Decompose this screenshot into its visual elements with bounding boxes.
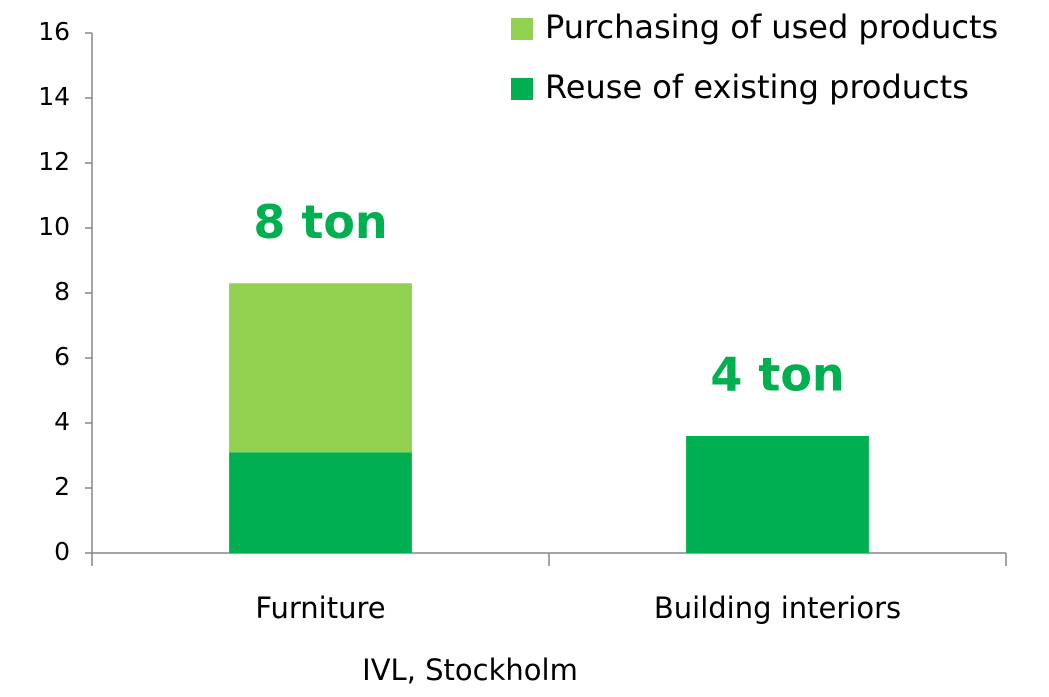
bar-segment xyxy=(686,436,869,553)
y-tick-label: 4 xyxy=(54,407,70,436)
y-tick-label: 6 xyxy=(54,342,70,371)
category-label: Furniture xyxy=(255,591,385,625)
category-label: Building interiors xyxy=(654,591,901,625)
y-tick-label: 0 xyxy=(54,537,70,566)
y-tick-label: 16 xyxy=(38,17,70,46)
x-axis-label: IVL, Stockholm xyxy=(362,653,578,687)
legend-swatch xyxy=(511,18,533,40)
legend-label: Purchasing of used products xyxy=(545,8,998,46)
y-tick-label: 14 xyxy=(38,82,70,111)
y-tick-label: 10 xyxy=(38,212,70,241)
annotation: 8 ton xyxy=(253,195,387,249)
y-tick-label: 2 xyxy=(54,472,70,501)
y-tick-label: 8 xyxy=(54,277,70,306)
annotation: 4 ton xyxy=(710,348,844,402)
y-tick-label: 12 xyxy=(38,147,70,176)
legend-swatch xyxy=(511,78,533,100)
legend-label: Reuse of existing products xyxy=(545,68,969,106)
bar-segment xyxy=(229,283,412,453)
bar-segment xyxy=(229,452,412,553)
